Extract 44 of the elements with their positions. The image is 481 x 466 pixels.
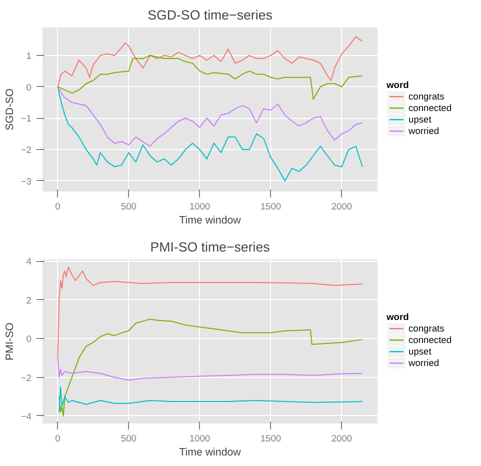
line-series [57,86,363,182]
x-tick-label: 1500 [260,434,282,444]
y-tick-label: −3 [20,176,32,186]
line-series [57,86,363,147]
legend-label: worried [408,358,440,368]
x-tick-label: 1500 [260,202,282,212]
legend-label: worried [408,126,440,136]
x-axis-title: Time window [179,446,242,458]
legend-title: word [386,312,410,322]
y-tick-label: 0 [26,82,32,92]
y-tick-label: 2 [26,295,32,306]
x-tick-label: 500 [120,434,136,444]
legend-label: upset [408,114,432,125]
y-axis-title: SGD-SO [4,88,16,131]
line-series [57,54,363,100]
y-axis-title: PMI-SO [4,322,16,360]
legend-label: upset [408,346,432,357]
y-tick-label: −2 [20,144,32,155]
y-tick-label: −1 [20,114,32,124]
x-tick-label: 0 [55,434,60,444]
x-tick-label: 2000 [331,202,352,212]
line-series [58,318,363,416]
y-tick-label: 1 [26,50,32,61]
x-tick-label: 1000 [189,202,210,212]
y-tick-label: 4 [26,256,32,267]
chart-title: PMI-SO time−series [150,240,270,254]
line-series [57,266,363,358]
legend-label: connected [408,335,452,346]
x-tick-label: 2000 [331,434,352,444]
x-axis-title: Time window [179,214,242,226]
legend-label: congrats [408,324,445,334]
line-series [58,386,363,413]
y-tick-label: −2 [20,372,32,383]
x-tick-label: 500 [120,202,136,212]
legend-label: connected [408,103,452,114]
y-tick-label: 0 [26,334,32,344]
legend-title: word [386,80,410,90]
x-tick-label: 1000 [189,434,210,444]
chart-title: SGD-SO time−series [148,8,273,22]
y-tick-label: −4 [20,411,32,422]
line-series [57,357,363,381]
x-tick-label: 0 [55,202,60,212]
line-series [57,36,363,88]
legend-label: congrats [408,92,445,102]
